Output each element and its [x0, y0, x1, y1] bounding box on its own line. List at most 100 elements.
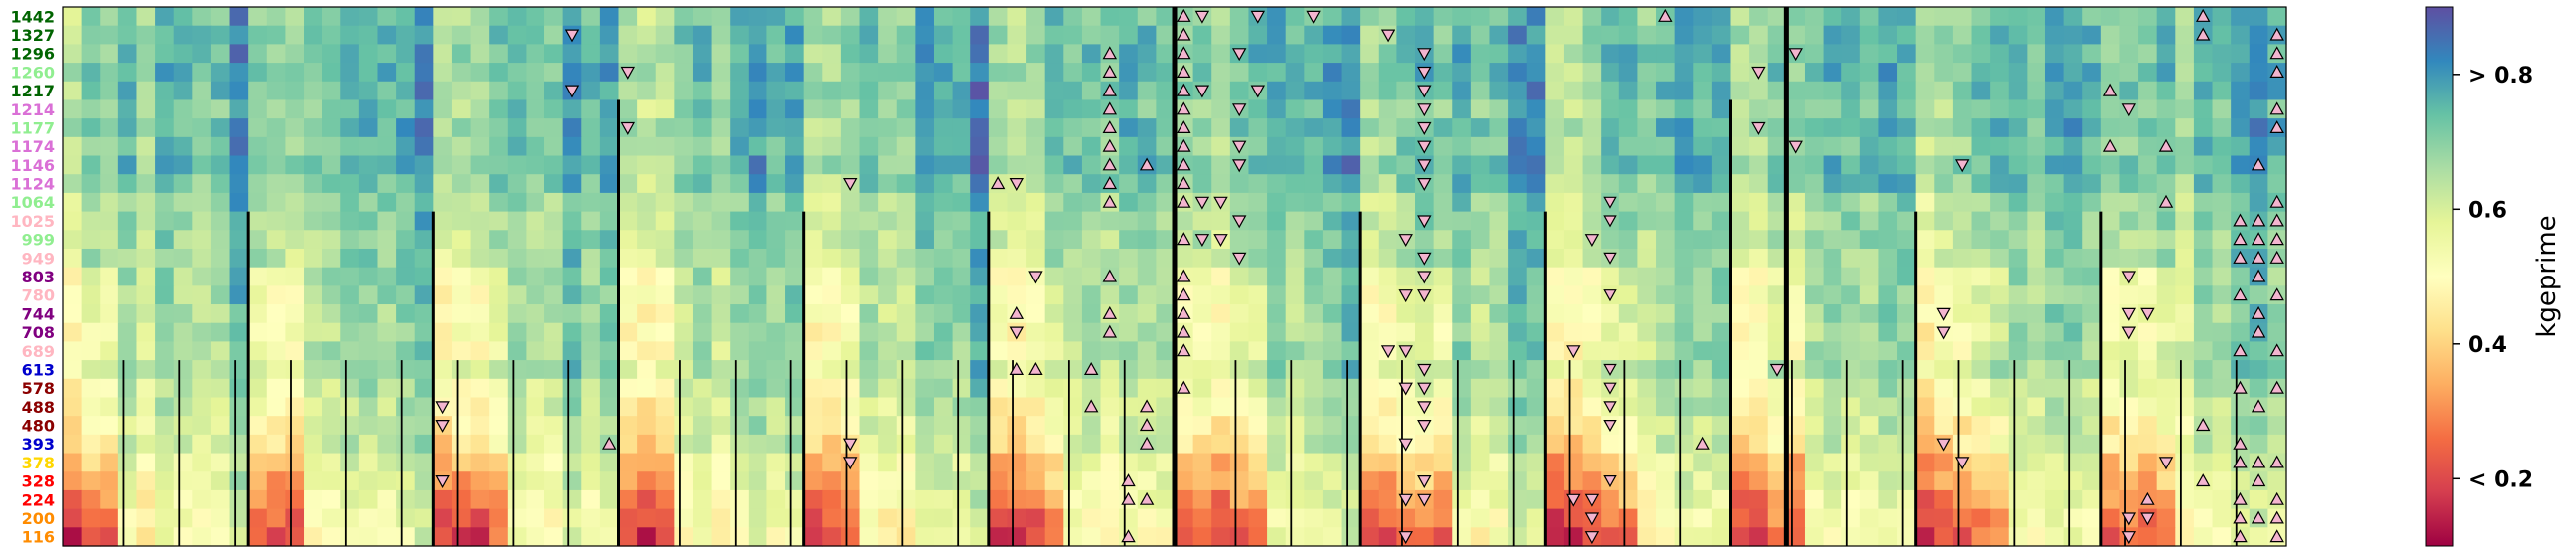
heatmap-cell [1229, 304, 1250, 324]
heatmap-cell [173, 471, 193, 491]
heatmap-cell [2100, 267, 2121, 286]
heatmap-cell [2119, 44, 2139, 64]
heatmap-cell [692, 397, 713, 417]
heatmap-cell [1378, 471, 1397, 491]
heatmap-cell [322, 44, 341, 64]
heatmap-cell [1582, 378, 1602, 399]
heatmap-cell [730, 471, 750, 491]
heatmap-cell [1433, 230, 1453, 250]
heatmap-cell [1674, 267, 1694, 286]
heatmap-cell [2249, 44, 2268, 64]
heatmap-cell [266, 471, 286, 491]
heatmap-cell [2063, 230, 2083, 250]
heatmap-cell [822, 434, 842, 455]
heatmap-cell [1897, 360, 1917, 380]
heatmap-cell [1749, 99, 1769, 119]
heatmap-cell [1952, 527, 1973, 547]
heatmap-cell [1878, 155, 1898, 175]
row-label: 613 [22, 360, 55, 379]
heatmap-cell [1433, 248, 1453, 269]
heatmap-cell [2008, 118, 2028, 138]
heatmap-cell [2175, 211, 2195, 231]
heatmap-cell [1137, 118, 1157, 138]
heatmap-cell [1360, 360, 1380, 380]
heatmap-cell [692, 378, 713, 399]
heatmap-cell [1563, 136, 1584, 157]
heatmap-cell [1545, 25, 1565, 45]
heatmap-cell [1656, 81, 1676, 101]
heatmap-cell [2044, 248, 2065, 269]
heatmap-cell [210, 304, 231, 324]
heatmap-cell [1192, 360, 1212, 380]
heatmap-cell [1545, 7, 1565, 27]
heatmap-cell [1360, 397, 1380, 417]
marker-up-triangle [1177, 101, 1191, 115]
heatmap-cell [1915, 211, 1935, 231]
heatmap-cell [1971, 397, 1991, 417]
heatmap-cell [1749, 44, 1769, 64]
heatmap-cell [2063, 360, 2083, 380]
heatmap-cell [933, 267, 954, 286]
heatmap-cell [581, 304, 601, 324]
heatmap-cell [1749, 174, 1769, 194]
heatmap-cell [970, 44, 990, 64]
heatmap-cell [1137, 192, 1157, 213]
heatmap-cell [1285, 322, 1305, 343]
heatmap-cell [599, 248, 620, 269]
heatmap-cell [933, 508, 954, 528]
heatmap-cell [2044, 453, 2065, 472]
heatmap-cell [1508, 44, 1528, 64]
heatmap-cell [173, 230, 193, 250]
heatmap-cell [859, 63, 879, 83]
heatmap-cell [1637, 25, 1657, 45]
heatmap-cell [544, 211, 564, 231]
heatmap-cell [988, 341, 1009, 361]
heatmap-cell [915, 99, 935, 119]
marker-up-triangle [1102, 64, 1118, 79]
heatmap-cell [266, 267, 286, 286]
heatmap-cell [304, 25, 323, 45]
heatmap-cell [803, 81, 823, 101]
heatmap-cell [1007, 25, 1027, 45]
heatmap-cell [1007, 508, 1027, 528]
heatmap-cell [1952, 211, 1973, 231]
heatmap-cell [1711, 285, 1732, 305]
heatmap-cell [1656, 230, 1676, 250]
marker-down-triangle [564, 29, 580, 43]
heatmap-cell [1693, 99, 1713, 119]
marker-down-triangle [1417, 363, 1432, 377]
heatmap-cell [692, 7, 713, 27]
heatmap-cell [2193, 304, 2214, 324]
marker-down-triangle [1194, 10, 1210, 24]
heatmap-cell [1192, 508, 1212, 528]
heatmap-cell [711, 99, 731, 119]
heatmap-cell [192, 25, 212, 45]
heatmap-cell [2044, 99, 2065, 119]
heatmap-cell [1229, 7, 1250, 27]
heatmap-cell [2193, 285, 2214, 305]
heatmap-cell [414, 285, 434, 305]
heatmap-cell [1786, 304, 1806, 324]
heatmap-cell [1192, 453, 1212, 472]
heatmap-cell [451, 453, 472, 472]
heatmap-cell [1378, 136, 1397, 157]
heatmap-cell [1156, 99, 1176, 119]
heatmap-cell [599, 44, 620, 64]
marker-down-triangle [1417, 121, 1432, 135]
heatmap-cell [117, 118, 138, 138]
heatmap-cell [1192, 267, 1212, 286]
heatmap-cell [210, 155, 231, 175]
heatmap-cell [433, 25, 453, 45]
heatmap-cell [1971, 25, 1991, 45]
heatmap-cell [1526, 248, 1546, 269]
heatmap-cell [1452, 285, 1472, 305]
heatmap-cell [766, 453, 786, 472]
heatmap-cell [1749, 508, 1769, 528]
heatmap-cell [840, 192, 861, 213]
heatmap-cell [1545, 248, 1565, 269]
heatmap-cell [1674, 230, 1694, 250]
heatmap-cell [1767, 248, 1787, 269]
heatmap-cell [1007, 99, 1027, 119]
heatmap-cell [377, 267, 397, 286]
heatmap-cell [1823, 81, 1842, 101]
